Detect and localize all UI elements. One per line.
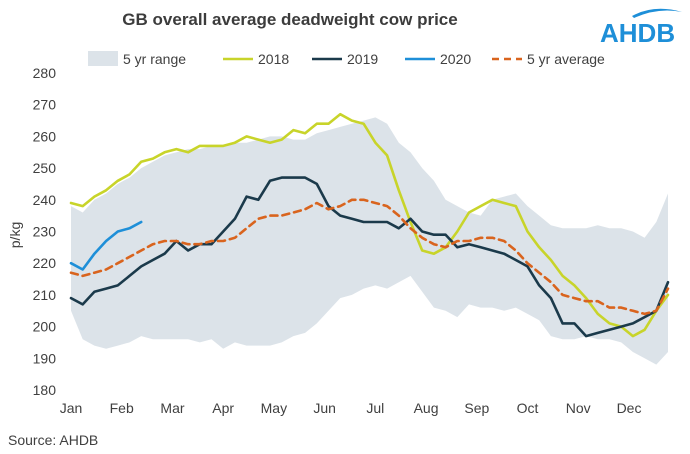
x-tick-label: Jun [313, 400, 336, 416]
y-tick-label: 250 [33, 160, 57, 176]
series-line-2018 [69, 112, 670, 338]
y-tick-label: 200 [33, 319, 57, 335]
legend: 5 yr range 2018 2019 2020 5 yr average [88, 51, 605, 67]
logo-text: AHDB [600, 18, 675, 48]
source-note: Source: AHDB [8, 432, 99, 448]
y-tick-label: 230 [33, 224, 57, 240]
y-tick-label: 220 [33, 255, 57, 271]
x-tick-label: Aug [414, 400, 439, 416]
legend-label-2020: 2020 [440, 51, 471, 67]
y-tick-label: 260 [33, 128, 57, 144]
x-tick-label: Feb [110, 400, 134, 416]
x-tick-label: Jan [60, 400, 83, 416]
x-tick-label: May [261, 400, 287, 416]
range-layer [71, 117, 668, 365]
ahdb-logo: AHDB [600, 8, 682, 48]
x-tick-label: Oct [517, 400, 539, 416]
y-tick-label: 280 [33, 65, 57, 81]
x-tick-label: Sep [464, 400, 489, 416]
series-line-2020 [69, 220, 143, 271]
x-tick-label: Jul [366, 400, 384, 416]
y-tick-label: 210 [33, 287, 57, 303]
logo-swoosh-icon [632, 8, 682, 18]
legend-label-2018: 2018 [258, 51, 289, 67]
y-axis-label: p/kg [7, 222, 23, 248]
legend-label-2019: 2019 [347, 51, 378, 67]
series-line-2019 [69, 176, 670, 338]
x-tick-label: Mar [160, 400, 184, 416]
axis-layer: 180 190 200 210 220 230 240 250 260 270 280 Jan Feb M… [33, 65, 642, 416]
chart-title: GB overall average deadweight cow price [122, 10, 458, 29]
legend-swatch-range [88, 51, 118, 66]
y-tick-label: 190 [33, 350, 57, 366]
series-layer [69, 112, 670, 338]
y-tick-label: 240 [33, 192, 57, 208]
range-band [71, 117, 668, 365]
x-tick-label: Nov [566, 400, 591, 416]
series-line-5-yr-average [69, 198, 670, 316]
y-tick-label: 180 [33, 382, 57, 398]
y-tick-label: 270 [33, 97, 57, 113]
x-tick-label: Apr [212, 400, 234, 416]
legend-label-5-yr-average: 5 yr average [527, 51, 605, 67]
x-tick-label: Dec [617, 400, 642, 416]
legend-label-range: 5 yr range [123, 51, 186, 67]
